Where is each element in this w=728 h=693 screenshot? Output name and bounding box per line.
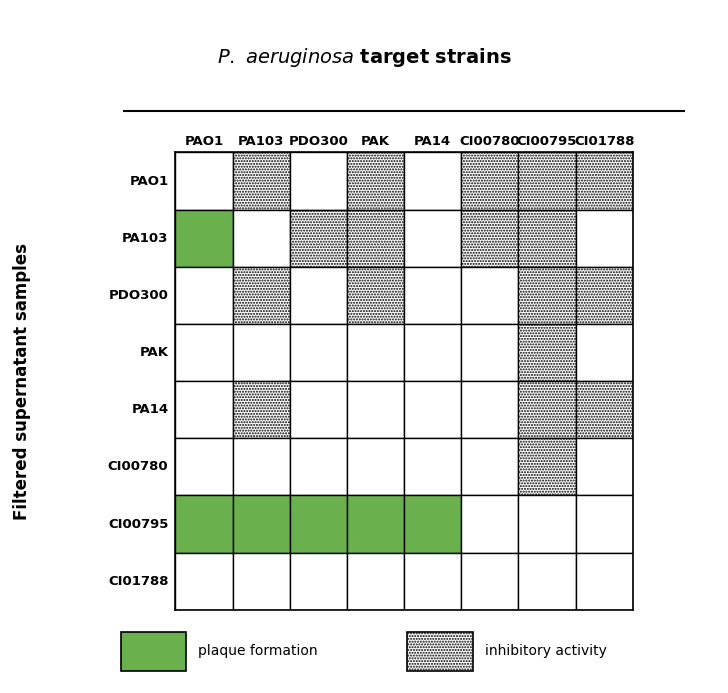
Bar xyxy=(347,267,404,324)
Bar xyxy=(518,267,576,324)
Bar xyxy=(576,495,633,553)
Bar xyxy=(175,210,232,267)
Bar xyxy=(576,381,633,439)
Text: PAO1: PAO1 xyxy=(184,135,223,148)
Bar xyxy=(462,553,518,610)
Bar xyxy=(347,553,404,610)
Bar xyxy=(232,495,290,553)
Text: PA14: PA14 xyxy=(131,403,168,416)
Bar xyxy=(518,152,576,210)
Bar xyxy=(290,439,347,495)
Bar xyxy=(290,210,347,267)
Bar xyxy=(462,439,518,495)
Bar xyxy=(347,381,404,439)
Bar xyxy=(407,632,472,671)
Bar xyxy=(576,267,633,324)
Bar xyxy=(232,152,290,210)
Text: Filtered supernatant samples: Filtered supernatant samples xyxy=(13,243,31,520)
Text: inhibitory activity: inhibitory activity xyxy=(485,644,606,658)
Bar xyxy=(175,324,232,381)
Bar xyxy=(576,439,633,495)
Bar xyxy=(518,381,576,439)
Text: CI00780: CI00780 xyxy=(459,135,520,148)
Bar xyxy=(518,210,576,267)
Bar xyxy=(175,152,232,210)
Bar xyxy=(404,210,462,267)
Bar xyxy=(347,324,404,381)
Bar xyxy=(232,267,290,324)
Bar xyxy=(290,267,347,324)
Bar xyxy=(347,439,404,495)
Bar xyxy=(462,495,518,553)
Text: CI01788: CI01788 xyxy=(574,135,634,148)
Bar xyxy=(576,152,633,210)
Text: PA103: PA103 xyxy=(238,135,285,148)
Bar xyxy=(121,632,186,671)
Bar xyxy=(518,495,576,553)
Text: CI00780: CI00780 xyxy=(108,460,168,473)
Bar xyxy=(175,439,232,495)
Bar xyxy=(518,553,576,610)
Bar xyxy=(404,324,462,381)
Bar xyxy=(232,210,290,267)
Text: CI01788: CI01788 xyxy=(108,574,168,588)
Bar xyxy=(175,553,232,610)
Bar xyxy=(175,381,232,439)
Bar xyxy=(462,152,518,210)
Text: PA103: PA103 xyxy=(122,231,168,245)
Bar xyxy=(576,324,633,381)
Text: CI00795: CI00795 xyxy=(108,518,168,531)
Bar xyxy=(404,152,462,210)
Text: PDO300: PDO300 xyxy=(288,135,348,148)
Bar xyxy=(290,324,347,381)
Bar xyxy=(462,210,518,267)
Bar xyxy=(290,152,347,210)
Bar xyxy=(404,439,462,495)
Bar xyxy=(518,439,576,495)
Bar xyxy=(576,553,633,610)
Bar xyxy=(232,553,290,610)
Bar xyxy=(290,553,347,610)
Bar xyxy=(462,324,518,381)
Bar xyxy=(404,381,462,439)
Text: plaque formation: plaque formation xyxy=(198,644,318,658)
Bar xyxy=(404,495,462,553)
Bar xyxy=(290,381,347,439)
Bar xyxy=(347,210,404,267)
Bar xyxy=(232,324,290,381)
Bar xyxy=(462,381,518,439)
Bar xyxy=(290,495,347,553)
Bar xyxy=(232,381,290,439)
Text: $\mathit{P.\ aeruginosa}$ $\mathbf{target\ strains}$: $\mathit{P.\ aeruginosa}$ $\mathbf{targe… xyxy=(217,46,511,69)
Text: CI00795: CI00795 xyxy=(517,135,577,148)
Text: PAK: PAK xyxy=(140,346,168,359)
Bar xyxy=(462,267,518,324)
Bar xyxy=(175,495,232,553)
Bar xyxy=(576,210,633,267)
Bar xyxy=(347,495,404,553)
Bar xyxy=(404,553,462,610)
Bar xyxy=(347,152,404,210)
Text: PDO300: PDO300 xyxy=(108,289,168,302)
Bar xyxy=(232,439,290,495)
Bar xyxy=(518,324,576,381)
Text: PAO1: PAO1 xyxy=(130,175,168,188)
Bar xyxy=(404,267,462,324)
Text: PAK: PAK xyxy=(361,135,390,148)
Text: PA14: PA14 xyxy=(414,135,451,148)
Bar xyxy=(175,267,232,324)
